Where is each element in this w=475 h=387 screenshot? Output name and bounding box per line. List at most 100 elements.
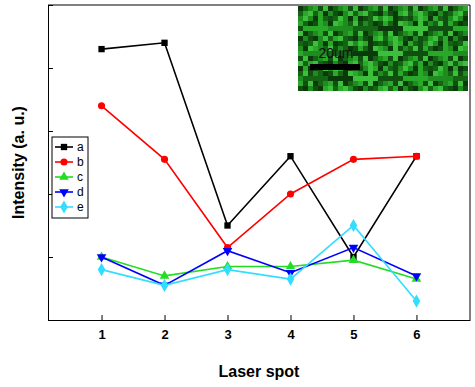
inset-pixel <box>398 41 403 46</box>
inset-pixel <box>388 31 393 36</box>
inset-pixel <box>378 31 383 36</box>
inset-pixel <box>458 61 463 66</box>
inset-pixel <box>448 21 453 26</box>
inset-pixel <box>313 21 318 26</box>
inset-pixel <box>448 6 453 11</box>
inset-pixel <box>418 6 423 11</box>
inset-pixel <box>298 41 303 46</box>
inset-pixel <box>428 16 433 21</box>
x-tick: 1 <box>98 315 105 342</box>
inset-pixel <box>373 56 378 61</box>
inset-pixel <box>423 51 428 56</box>
inset-pixel <box>373 76 378 81</box>
inset-pixel <box>348 81 353 86</box>
inset-pixel <box>423 71 428 76</box>
inset-pixel <box>333 86 338 91</box>
inset-pixel <box>413 6 418 11</box>
inset-pixel <box>368 66 373 71</box>
inset-pixel <box>383 6 388 11</box>
inset-pixel <box>388 6 393 11</box>
inset-pixel <box>318 81 323 86</box>
inset-pixel <box>438 86 443 91</box>
inset-pixel <box>358 31 363 36</box>
inset-pixel <box>383 11 388 16</box>
inset-pixel <box>458 6 463 11</box>
inset-pixel <box>398 51 403 56</box>
inset-pixel <box>448 11 453 16</box>
x-tick-mark <box>416 315 417 320</box>
inset-pixel <box>453 26 458 31</box>
legend-marker <box>60 200 68 213</box>
legend-label: e <box>77 200 84 214</box>
inset-pixel <box>303 31 308 36</box>
inset-pixel <box>418 71 423 76</box>
inset-pixel <box>388 61 393 66</box>
inset-pixel <box>363 81 368 86</box>
inset-pixel <box>308 26 313 31</box>
inset-pixel <box>403 66 408 71</box>
series-point <box>349 245 359 253</box>
inset-pixel <box>453 21 458 26</box>
inset-pixel <box>368 76 373 81</box>
inset-pixel <box>338 6 343 11</box>
legend-box <box>52 137 88 218</box>
inset-background <box>298 6 468 88</box>
series-point <box>98 263 106 276</box>
inset-pixel <box>363 61 368 66</box>
inset-pixel <box>428 41 433 46</box>
inset-pixel <box>438 26 443 31</box>
series-point <box>350 156 357 163</box>
inset-pixel <box>408 86 413 91</box>
inset-pixel <box>338 11 343 16</box>
inset-pixel <box>343 11 348 16</box>
inset-pixel <box>363 76 368 81</box>
inset-pixel <box>353 51 358 56</box>
inset-pixel <box>428 61 433 66</box>
inset-pixel <box>458 31 463 36</box>
inset-pixel <box>393 16 398 21</box>
inset-pixel <box>393 51 398 56</box>
inset-pixel <box>318 26 323 31</box>
legend-label: c <box>77 170 83 184</box>
inset-pixel <box>363 31 368 36</box>
inset-pixel <box>353 71 358 76</box>
inset-pixel <box>358 46 363 51</box>
inset-pixel <box>423 66 428 71</box>
inset-pixel <box>383 51 388 56</box>
legend-item: a <box>55 140 84 154</box>
inset-pixel <box>443 71 448 76</box>
legend-label: d <box>77 185 84 199</box>
inset-pixel <box>378 71 383 76</box>
inset-pixel <box>308 56 313 61</box>
inset-pixel <box>363 36 368 41</box>
inset-pixel <box>373 61 378 66</box>
inset-pixel <box>318 16 323 21</box>
inset-pixel <box>373 51 378 56</box>
inset-pixel <box>308 46 313 51</box>
inset-pixel <box>363 86 368 91</box>
inset-pixel <box>298 6 303 11</box>
inset-pixel <box>308 71 313 76</box>
series-point <box>412 273 422 281</box>
inset-pixel <box>408 56 413 61</box>
inset-pixel <box>458 46 463 51</box>
inset-pixel <box>348 16 353 21</box>
inset-pixel <box>298 46 303 51</box>
inset-pixel <box>363 51 368 56</box>
inset-pixel <box>408 26 413 31</box>
inset-pixel <box>443 16 448 21</box>
series-point <box>224 222 230 228</box>
inset-pixel <box>343 71 348 76</box>
series-point <box>413 153 420 160</box>
inset-pixel <box>373 46 378 51</box>
inset-pixel <box>353 46 358 51</box>
inset-pixel <box>393 46 398 51</box>
x-tick-mark <box>290 315 291 320</box>
inset-pixel <box>458 81 463 86</box>
series-point <box>161 40 167 46</box>
inset-pixel <box>413 51 418 56</box>
inset-pixel <box>398 36 403 41</box>
inset-pixel <box>298 26 303 31</box>
x-tick-label: 2 <box>161 327 168 342</box>
legend-marker <box>59 189 69 197</box>
